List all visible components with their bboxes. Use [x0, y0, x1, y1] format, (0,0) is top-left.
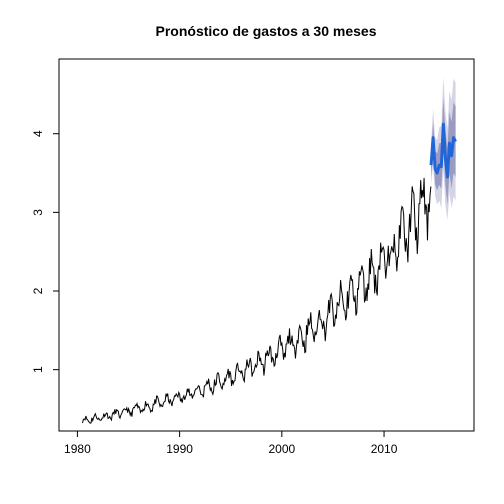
- x-tick-label: 2000: [268, 442, 295, 456]
- chart-title: Pronóstico de gastos a 30 meses: [156, 23, 377, 39]
- y-axis: 1 2 3 4: [31, 130, 60, 373]
- y-tick-label: 2: [31, 287, 45, 294]
- x-tick-label: 1990: [166, 442, 193, 456]
- y-tick-label: 1: [31, 366, 45, 373]
- y-tick-label: 3: [31, 209, 45, 216]
- x-tick-label: 2010: [371, 442, 398, 456]
- history-line: [82, 177, 432, 424]
- x-tick-label: 1980: [64, 442, 91, 456]
- forecast-mean-line: [429, 122, 457, 179]
- history-series: [82, 177, 432, 424]
- forecast-mean-series: [429, 122, 457, 179]
- band-80: [431, 98, 456, 205]
- y-tick-label: 4: [31, 130, 45, 137]
- plot-frame: [58, 58, 475, 432]
- x-axis: 1980 1990 2000 2010: [64, 430, 398, 456]
